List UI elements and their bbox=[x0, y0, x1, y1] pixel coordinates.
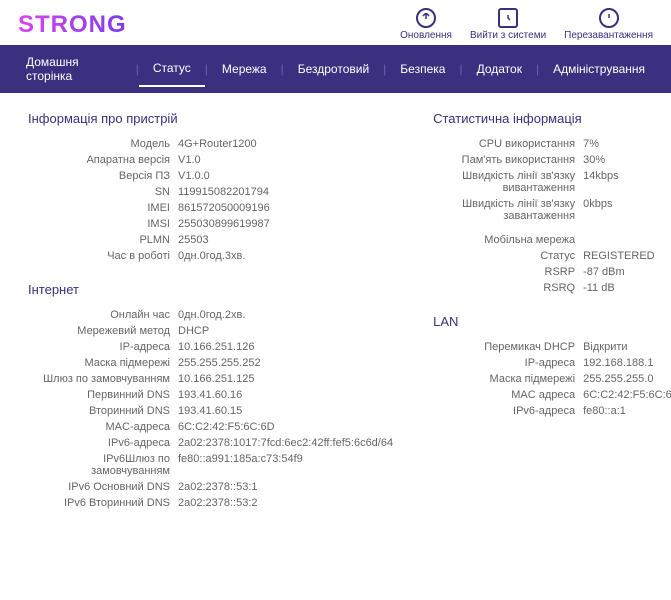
value: 7% bbox=[583, 138, 599, 150]
logout-action[interactable]: Вийти з системи bbox=[470, 8, 546, 41]
nav-home[interactable]: Домашня сторінка bbox=[12, 45, 136, 93]
power-icon bbox=[599, 8, 619, 28]
label: Модель bbox=[28, 138, 178, 150]
nav-network[interactable]: Мережа bbox=[208, 52, 281, 86]
label: IMSI bbox=[28, 218, 178, 230]
label: Перемикач DHCP bbox=[433, 341, 583, 353]
lan-title: LAN bbox=[433, 314, 671, 329]
label: RSRP bbox=[433, 266, 583, 278]
value: 6C:C2:42:F5:6C:6D bbox=[178, 421, 275, 433]
label: Швидкість лінії зв'язку вивантаження bbox=[433, 170, 583, 194]
value: 255.255.255.252 bbox=[178, 357, 261, 369]
logout-icon bbox=[498, 8, 518, 28]
label: PLMN bbox=[28, 234, 178, 246]
value: Відкрити bbox=[583, 341, 627, 353]
label: RSRQ bbox=[433, 282, 583, 294]
value: 255030899619987 bbox=[178, 218, 270, 230]
label: Маска підмережі bbox=[433, 373, 583, 385]
value: 119915082201794 bbox=[178, 186, 269, 198]
label: Час в роботі bbox=[28, 250, 178, 262]
value: 14kbps bbox=[583, 170, 618, 194]
value: 2a02:2378::53:1 bbox=[178, 481, 258, 493]
label: IPv6 Вторинний DNS bbox=[28, 497, 178, 509]
value: -11 dB bbox=[583, 282, 615, 294]
label: MAC адреса bbox=[433, 389, 583, 401]
internet-title: Інтернет bbox=[28, 282, 393, 297]
label: Маска підмережі bbox=[28, 357, 178, 369]
nav-wireless[interactable]: Бездротовий bbox=[284, 52, 383, 86]
value: 10.166.251.126 bbox=[178, 341, 254, 353]
nav-security[interactable]: Безпека bbox=[386, 52, 459, 86]
label: Швидкість лінії зв'язку завантаження bbox=[433, 198, 583, 222]
device-info-title: Інформація про пристрій bbox=[28, 111, 393, 126]
value: 193.41.60.15 bbox=[178, 405, 242, 417]
value: REGISTERED bbox=[583, 250, 655, 262]
nav-addon[interactable]: Додаток bbox=[463, 52, 536, 86]
value: 861572050009196 bbox=[178, 202, 270, 214]
label: IP-адреса bbox=[28, 341, 178, 353]
value: -87 dBm bbox=[583, 266, 625, 278]
value: 192.168.188.1 bbox=[583, 357, 653, 369]
value: 30% bbox=[583, 154, 605, 166]
update-action[interactable]: Оновлення bbox=[400, 8, 452, 41]
value: 0дн.0год.2хв. bbox=[178, 309, 245, 321]
label: Статус bbox=[433, 250, 583, 262]
value: V1.0 bbox=[178, 154, 201, 166]
nav-admin[interactable]: Адміністрування bbox=[539, 52, 659, 86]
value: V1.0.0 bbox=[178, 170, 210, 182]
stats-title: Статистична інформація bbox=[433, 111, 671, 126]
value: 2a02:2378::53:2 bbox=[178, 497, 258, 509]
update-icon bbox=[416, 8, 436, 28]
label: Пам'ять використання bbox=[433, 154, 583, 166]
value: 193.41.60.16 bbox=[178, 389, 242, 401]
label: Апаратна версія bbox=[28, 154, 178, 166]
label: IPv6 Основний DNS bbox=[28, 481, 178, 493]
value: fe80::a991:185a:c73:54f9 bbox=[178, 453, 303, 477]
label: IPv6-адреса bbox=[28, 437, 178, 449]
update-label: Оновлення bbox=[400, 30, 452, 41]
label: SN bbox=[28, 186, 178, 198]
label: Шлюз по замовчуванням bbox=[28, 373, 178, 385]
value: DHCP bbox=[178, 325, 209, 337]
value: 0kbps bbox=[583, 198, 612, 222]
label: MAC-адреса bbox=[28, 421, 178, 433]
value: 25503 bbox=[178, 234, 209, 246]
label: IPv6Шлюз по замовчуванням bbox=[28, 453, 178, 477]
logout-label: Вийти з системи bbox=[470, 30, 546, 41]
reboot-action[interactable]: Перезавантаження bbox=[564, 8, 653, 41]
label: IP-адреса bbox=[433, 357, 583, 369]
value: 0дн.0год.3хв. bbox=[178, 250, 245, 262]
value: 4G+Router1200 bbox=[178, 138, 257, 150]
label: Онлайн час bbox=[28, 309, 178, 321]
label: IPv6-адреса bbox=[433, 405, 583, 417]
value: 2a02:2378:1017:7fcd:6ec2:42ff:fef5:6c6d/… bbox=[178, 437, 393, 449]
label: IMEI bbox=[28, 202, 178, 214]
label: CPU використання bbox=[433, 138, 583, 150]
label: Мережевий метод bbox=[28, 325, 178, 337]
logo: STRONG bbox=[18, 11, 127, 39]
main-nav: Домашня сторінка | Статус | Мережа | Без… bbox=[0, 45, 671, 93]
reboot-label: Перезавантаження bbox=[564, 30, 653, 41]
nav-status[interactable]: Статус bbox=[139, 51, 205, 87]
label: Версія ПЗ bbox=[28, 170, 178, 182]
mobile-title: Мобільна мережа bbox=[433, 234, 583, 246]
value: 255.255.255.0 bbox=[583, 373, 653, 385]
value: 6C:C2:42:F5:6C:6D bbox=[583, 389, 671, 401]
label: Вторинний DNS bbox=[28, 405, 178, 417]
value: fe80::a:1 bbox=[583, 405, 626, 417]
label: Первинний DNS bbox=[28, 389, 178, 401]
value: 10.166.251.125 bbox=[178, 373, 254, 385]
